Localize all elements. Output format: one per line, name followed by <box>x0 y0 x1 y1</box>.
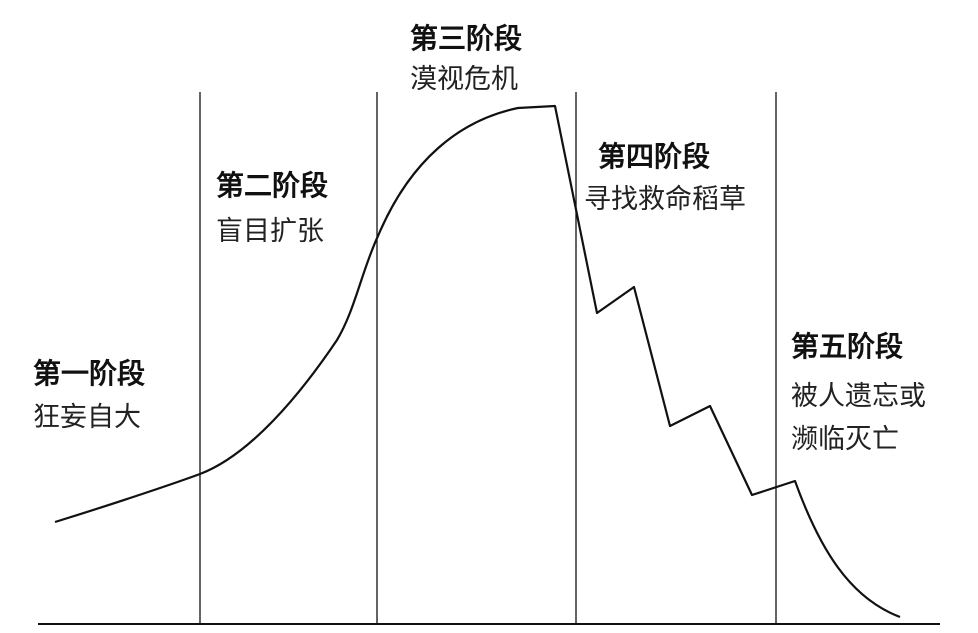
stage-5-desc-line-2: 濒临灭亡 <box>791 424 899 455</box>
stage-5-desc-line-1: 被人遗忘或 <box>791 381 926 412</box>
stage-2-title: 第二阶段 <box>216 169 328 202</box>
stage-2-desc: 盲目扩张 <box>216 216 324 247</box>
stage-3-desc: 漠视危机 <box>410 64 518 95</box>
stage-1-desc: 狂妄自大 <box>33 402 141 433</box>
stage-3-title: 第三阶段 <box>410 22 522 55</box>
stage-4-desc: 寻找救命稻草 <box>584 184 746 215</box>
trend-curve <box>54 104 901 619</box>
stage-1-title: 第一阶段 <box>33 357 145 390</box>
stage-5-title: 第五阶段 <box>791 330 903 363</box>
stage-4-title: 第四阶段 <box>598 140 710 173</box>
